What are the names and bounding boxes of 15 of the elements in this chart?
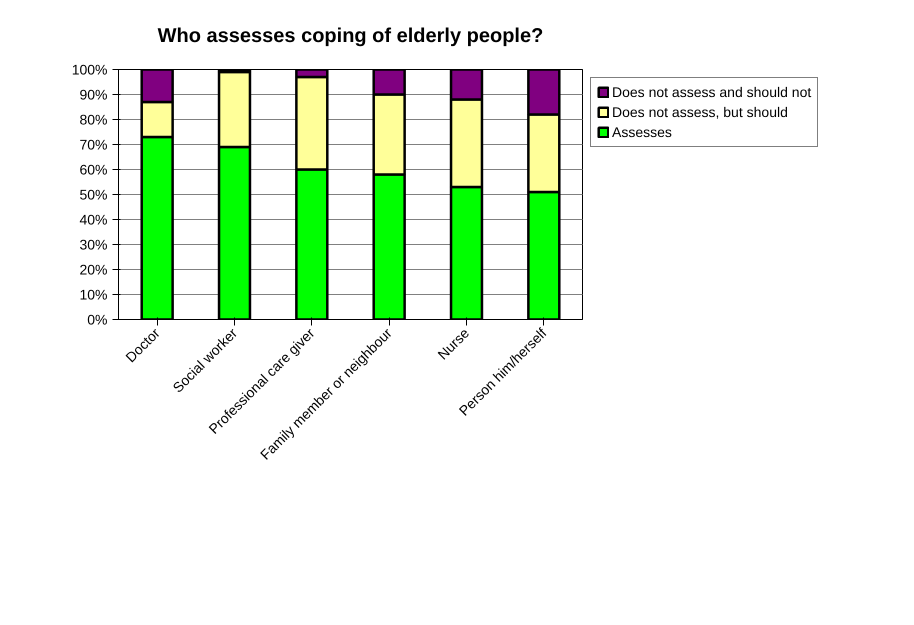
y-tick-label: 70%	[79, 136, 108, 152]
y-tick-label: 20%	[79, 262, 108, 278]
legend-label: Assesses	[612, 124, 672, 140]
y-tick-label: 10%	[79, 286, 108, 302]
y-tick-label: 90%	[79, 86, 108, 102]
legend-label: Does not assess, but should	[612, 104, 788, 120]
legend-label: Does not assess and should not	[612, 84, 812, 100]
y-tick-label: 0%	[87, 312, 108, 328]
y-tick-label: 100%	[72, 62, 108, 78]
chart-title: Who assesses coping of elderly people?	[158, 25, 544, 47]
y-tick-label: 40%	[79, 212, 108, 228]
y-tick-label: 50%	[79, 186, 108, 202]
y-tick-label: 30%	[79, 236, 108, 252]
y-tick-label: 80%	[79, 112, 108, 128]
y-tick-label: 60%	[79, 162, 108, 178]
